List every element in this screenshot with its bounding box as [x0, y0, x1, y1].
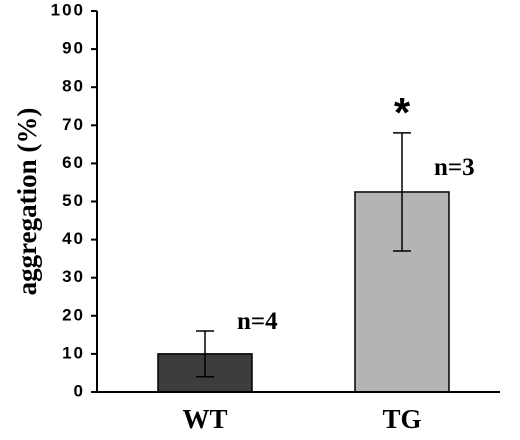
bars	[157, 191, 450, 393]
y-tick-label: 20	[62, 305, 85, 324]
y-tick-label: 60	[62, 153, 85, 172]
x-category-label: WT	[182, 404, 227, 434]
y-tick-label: 70	[62, 115, 85, 134]
y-tick-label: 90	[62, 39, 85, 58]
y-axis-ticks: 0 10 20 30 40 50 60 70 80 90 100	[51, 0, 97, 400]
y-tick-label: 10	[62, 343, 85, 362]
y-tick-label: 50	[62, 191, 85, 210]
error-bars	[196, 132, 411, 378]
sample-size-label: n=3	[434, 154, 475, 181]
y-tick-label: 40	[62, 229, 85, 248]
y-tick-label: 80	[62, 77, 85, 96]
y-tick-label: 100	[51, 0, 85, 19]
y-tick-label: 30	[62, 267, 85, 286]
y-tick-label: 0	[74, 381, 85, 400]
x-category-label: TG	[382, 404, 421, 434]
bar-annotations: n=4 n=3 *	[237, 89, 475, 335]
x-axis-categories: WT TG	[182, 404, 421, 434]
y-axis-title: aggregation (%)	[12, 108, 42, 296]
sample-size-label: n=4	[237, 308, 278, 335]
significance-asterisk: *	[394, 89, 411, 136]
